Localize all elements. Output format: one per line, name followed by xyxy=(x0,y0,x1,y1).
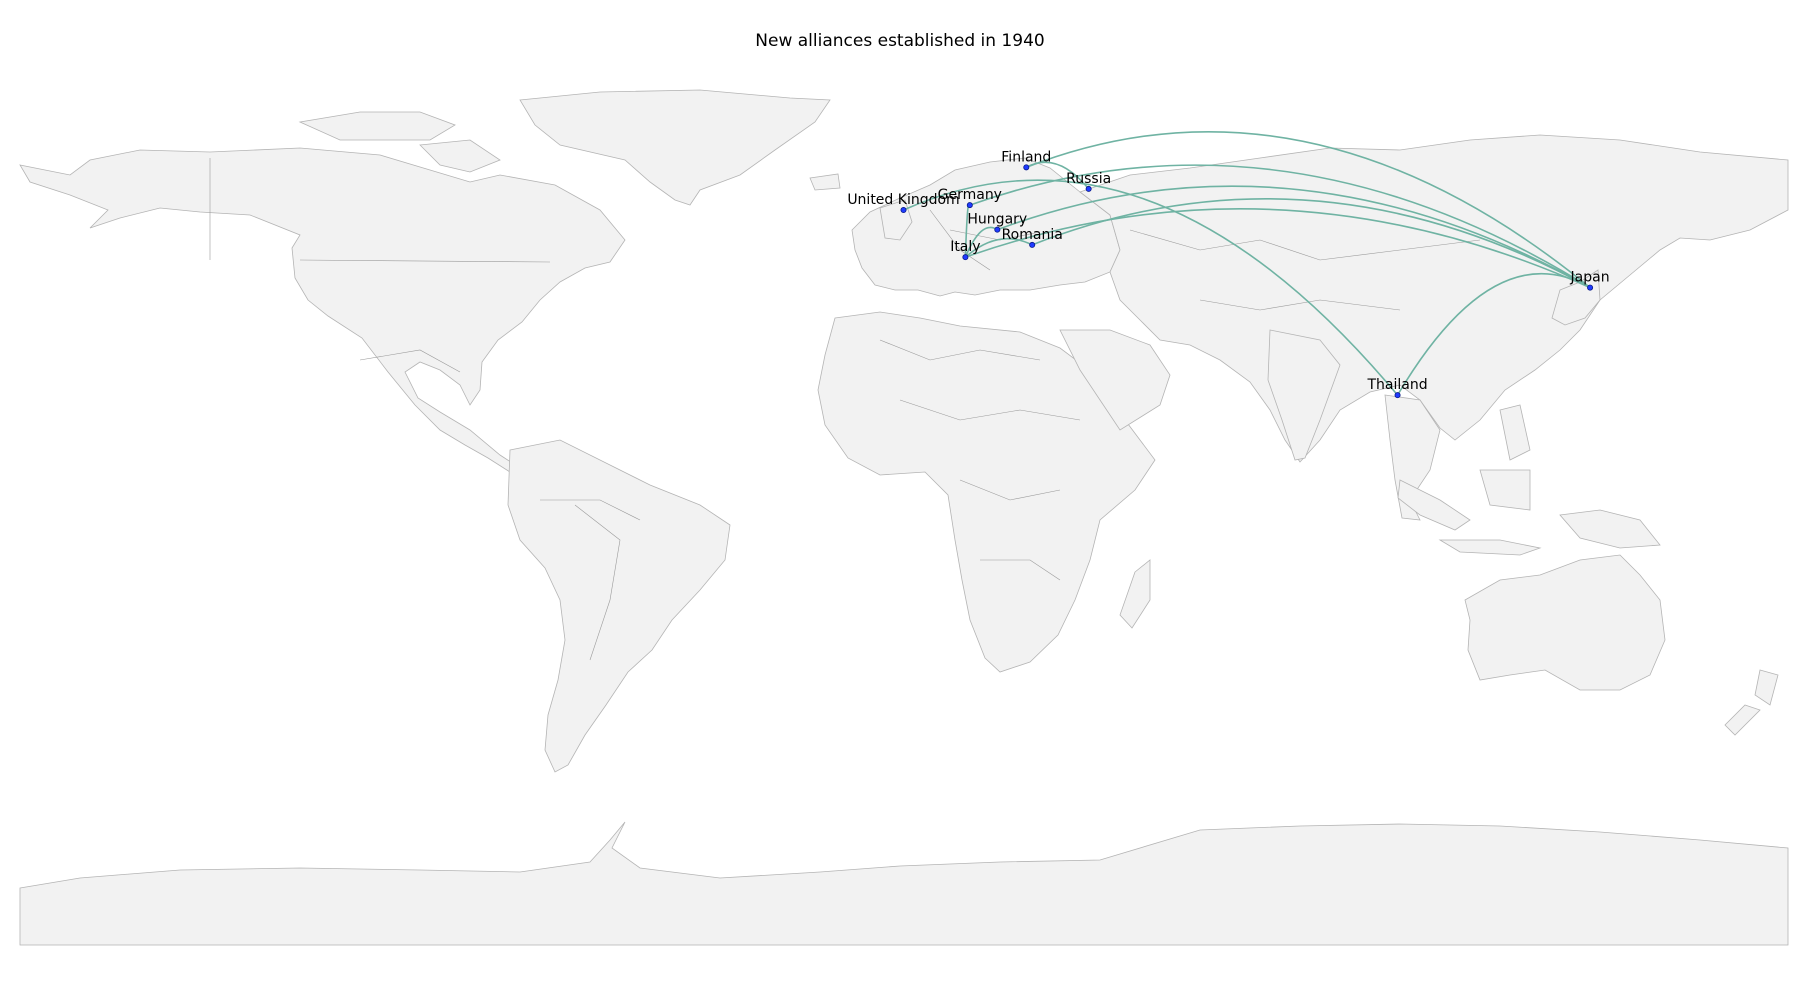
country-border xyxy=(540,499,641,521)
country-label: Russia xyxy=(1066,171,1111,187)
europe-landmass xyxy=(851,157,1121,297)
country-border xyxy=(980,559,1061,581)
country-label: Hungary xyxy=(967,212,1027,228)
country-marker xyxy=(900,207,907,214)
madagascar-landmass xyxy=(1119,559,1151,629)
country-label: Romania xyxy=(1002,227,1063,243)
country-border xyxy=(959,479,1061,501)
indonesia-landmass xyxy=(1479,469,1531,511)
country-border xyxy=(1129,229,1481,261)
country-marker xyxy=(1023,164,1030,171)
country-marker xyxy=(1029,241,1036,248)
country-markers-layer xyxy=(900,164,1594,399)
alliance-arc xyxy=(965,208,1591,289)
country-label: Italy xyxy=(950,239,980,255)
country-border xyxy=(929,209,991,271)
alliance-arc xyxy=(903,179,1399,396)
alliance-arc xyxy=(1031,198,1591,289)
alliance-arc xyxy=(1025,131,1591,289)
landmass-layer xyxy=(19,89,1789,946)
antarctica-landmass xyxy=(19,821,1789,946)
indonesia-landmass xyxy=(1438,539,1542,556)
arabian-peninsula-landmass xyxy=(1059,329,1171,431)
philippines-landmass xyxy=(1499,404,1531,461)
country-marker xyxy=(994,226,1001,233)
country-label: Finland xyxy=(1001,149,1051,165)
new-guinea-landmass xyxy=(1559,509,1661,549)
borders-layer xyxy=(209,158,1481,661)
indonesia-landmass xyxy=(1397,479,1471,531)
alliance-arc xyxy=(964,237,1033,258)
arctic-island-landmass xyxy=(419,139,501,173)
alliance-arc xyxy=(1396,272,1591,396)
map-title: New alliances established in 1940 xyxy=(755,31,1045,51)
india-landmass xyxy=(1267,329,1341,461)
country-marker xyxy=(962,254,969,261)
africa-landmass xyxy=(817,311,1156,673)
greenland-landmass xyxy=(519,89,831,206)
country-label: Thailand xyxy=(1367,377,1428,393)
alliance-arcs-layer xyxy=(903,131,1591,396)
australia-landmass xyxy=(1464,554,1666,691)
country-border xyxy=(899,399,1081,421)
new-zealand-landmass xyxy=(1724,704,1761,736)
country-label: United Kingdom xyxy=(847,192,959,208)
country-marker xyxy=(1587,284,1594,291)
country-border xyxy=(299,259,551,263)
asia-landmass xyxy=(1079,134,1789,463)
country-label: Germany xyxy=(938,187,1002,203)
iceland-landmass xyxy=(809,173,841,191)
country-border xyxy=(879,339,1041,361)
alliance-arc xyxy=(997,185,1591,289)
country-label: Japan xyxy=(1570,270,1610,286)
country-border xyxy=(359,349,461,373)
country-marker xyxy=(1085,185,1092,192)
new-zealand-landmass xyxy=(1754,669,1779,706)
country-border xyxy=(1199,299,1401,311)
japan-landmass xyxy=(1551,269,1601,326)
south-america-landmass xyxy=(507,439,731,773)
arctic-island-landmass xyxy=(298,111,456,141)
north-america-landmass xyxy=(19,147,626,473)
country-marker xyxy=(1394,392,1401,399)
country-marker xyxy=(966,202,973,209)
country-border xyxy=(574,504,621,661)
